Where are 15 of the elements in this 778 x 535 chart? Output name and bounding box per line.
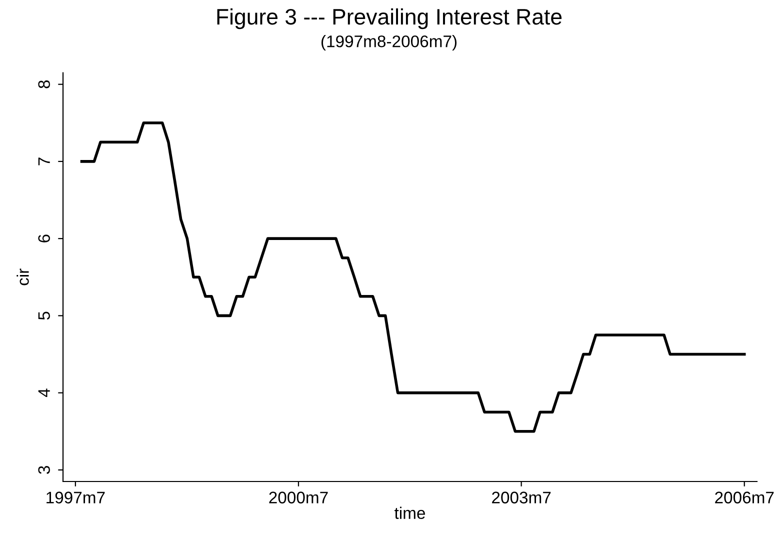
x-axis-title: time xyxy=(394,506,426,519)
line-series xyxy=(80,122,746,433)
chart-subtitle: (1997m8-2006m7) xyxy=(321,35,457,51)
x-tick-label: 2006m7 xyxy=(715,492,774,504)
y-tick-label: 5 xyxy=(38,312,50,320)
y-tick-label: 4 xyxy=(38,388,50,398)
y-tick-label: 8 xyxy=(38,80,50,88)
y-tick-label: 7 xyxy=(38,158,50,166)
y-axis-title: cir xyxy=(16,268,29,286)
y-tick-label: 6 xyxy=(38,234,50,242)
x-tick-label: 2003m7 xyxy=(492,492,551,504)
x-tick-label: 1997m7 xyxy=(46,492,105,504)
x-tick-label: 2000m7 xyxy=(269,492,328,504)
chart-title: Figure 3 --- Prevailing Interest Rate xyxy=(217,8,562,30)
y-tick-label: 3 xyxy=(38,466,50,474)
